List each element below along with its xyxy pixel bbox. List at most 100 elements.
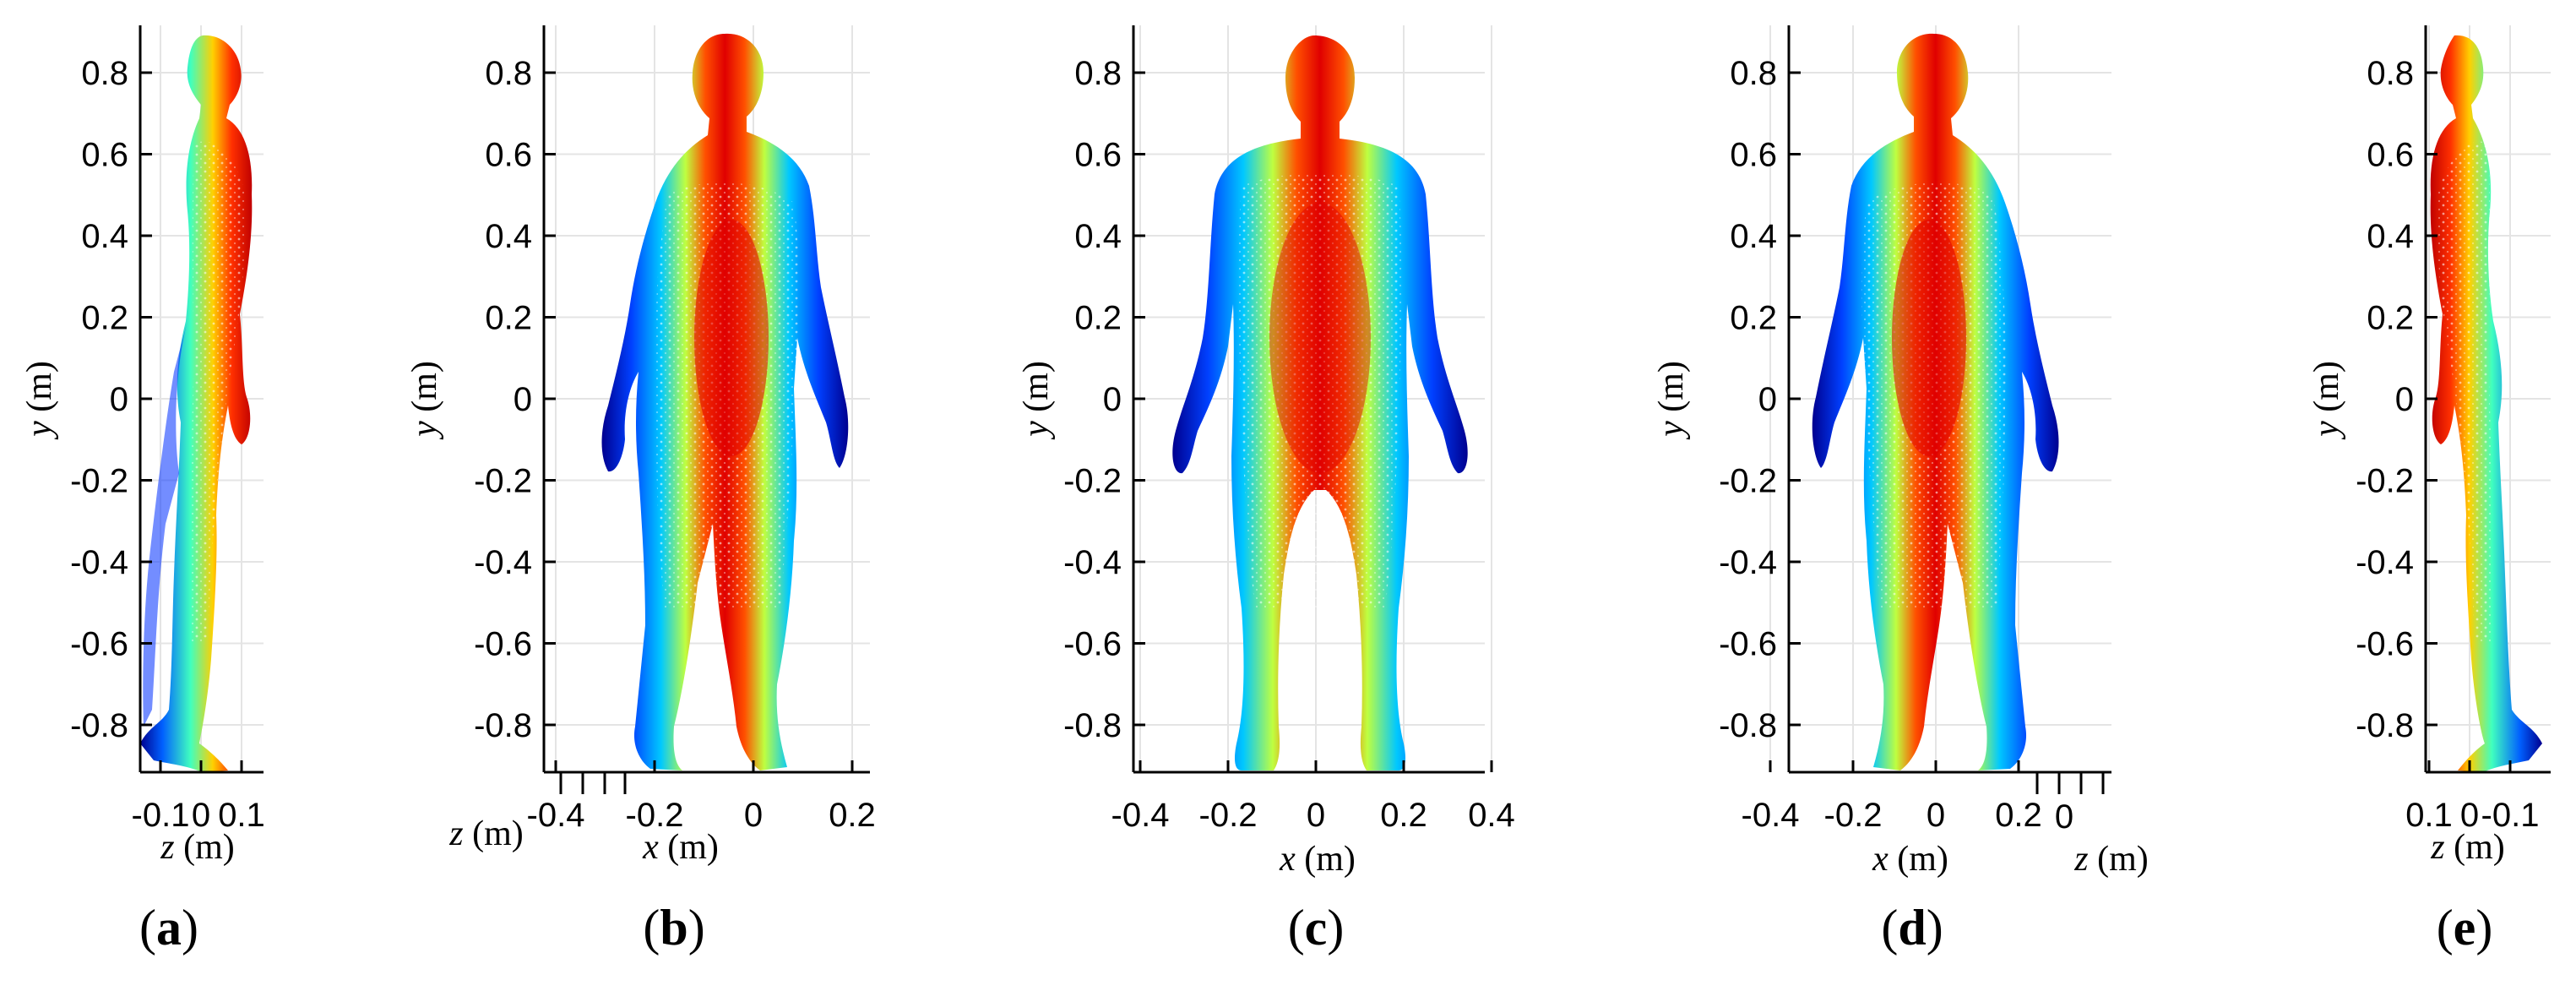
panel-d-ytick-label: -0.2 [1719, 463, 1777, 500]
panel-c-xtick-label: -0.4 [1111, 797, 1170, 834]
panel-b-xtick-label: -0.2 [626, 797, 684, 834]
panel-b-xtick-label: 0 [744, 797, 763, 834]
panel-b-yticks: 0.8 0.6 0.4 0.2 0 -0.2 -0.4 -0.6 -0.8 [474, 55, 556, 744]
panel-e-ytick-label: 0.2 [2367, 300, 2414, 337]
panel-a-yticks: 0.8 0.6 0.4 0.2 0 -0.2 -0.4 -0.6 -0.8 [70, 55, 152, 744]
panel-b-xtick-label: 0.2 [829, 797, 876, 834]
panel-d-ytick-label: -0.6 [1719, 626, 1777, 663]
panel-c-ylabel: y (m) [1017, 361, 1056, 440]
panel-e-xlabel: z (m) [2430, 828, 2505, 867]
panel-d-xtick-label: -0.2 [1824, 797, 1883, 834]
panel-c-ytick-label: -0.8 [1063, 707, 1122, 744]
panel-a-tag: (a) [139, 900, 198, 956]
panel-e-body [2430, 35, 2542, 772]
panel-d-ytick-label: 0.2 [1730, 300, 1777, 337]
panel-b-xlabel: x (m) [642, 828, 719, 867]
panel-d-body [1812, 33, 2059, 770]
panel-d-ylabel: y (m) [1652, 361, 1691, 440]
panel-c-ytick-label: 0.2 [1074, 300, 1122, 337]
panel-a-ytick-label: -0.6 [70, 626, 128, 663]
panel-a-xlabel: z (m) [160, 828, 235, 867]
panel-d-xtick-label: 0 [1927, 797, 1945, 834]
panel-b-ylabel: y (m) [405, 361, 444, 440]
panel-e-xtick-label: 0.1 [2405, 797, 2453, 834]
panel-e-yticks: 0.8 0.6 0.4 0.2 0 -0.2 -0.4 -0.6 -0.8 [2356, 55, 2437, 744]
panel-c-ytick-label: 0.4 [1074, 218, 1122, 255]
panel-c-ytick-label: -0.2 [1063, 463, 1122, 500]
panel-e-ytick-label: -0.4 [2356, 544, 2414, 581]
panel-b-ytick-label: 0.6 [485, 137, 532, 174]
panel-d-ytick-label: -0.4 [1719, 544, 1777, 581]
panel-a-ytick-label: 0.2 [81, 300, 128, 337]
panel-d-tag: (d) [1881, 900, 1943, 956]
panel-d-ytick-label: -0.8 [1719, 707, 1777, 744]
panel-c-xlabel: x (m) [1279, 840, 1356, 879]
panel-c-yticks: 0.8 0.6 0.4 0.2 0 -0.2 -0.4 -0.6 -0.8 [1063, 55, 1145, 744]
panel-a-ylabel: y (m) [20, 361, 59, 440]
panel-e-ytick-label: -0.2 [2356, 463, 2414, 500]
panel-e-xtick-label: -0.1 [2481, 797, 2540, 834]
panel-e: 0.80.60.40.20-0.2-0.4-0.6-0.8 0.1 0 -0.1 y… [2307, 25, 2551, 956]
panel-d-zlabel: z (m) [2073, 840, 2149, 879]
panel-c-xtick-label: 0.4 [1468, 797, 1515, 834]
panel-d: 0.80.60.40.20-0.2-0.4-0.6-0.8 -0.4 -0.2 0 0… [1652, 25, 2149, 956]
panel-e-tag: (e) [2437, 900, 2493, 956]
panel-b-ytick-label: 0.4 [485, 218, 532, 255]
panel-a-ytick-label: 0.8 [81, 55, 128, 92]
panel-b-ytick-label: -0.8 [474, 707, 532, 744]
panel-b-zticks [559, 772, 627, 794]
panel-e-xtick-label: 0 [2460, 797, 2479, 834]
panel-b-xticks: -0.4 -0.2 0 0.2 [527, 760, 876, 834]
panel-c-body [1172, 35, 1468, 770]
panel-e-ytick-label: 0 [2395, 381, 2414, 418]
panel-d-ytick-label: 0.8 [1730, 55, 1777, 92]
panel-d-xlabel: x (m) [1872, 840, 1948, 879]
panel-b-ytick-label: 0 [514, 381, 532, 418]
panel-b-tag: (b) [643, 900, 704, 956]
panel-a-ytick-label: -0.4 [70, 544, 128, 581]
panel-e-ytick-label: 0.8 [2367, 55, 2414, 92]
panel-b-body [601, 33, 849, 770]
panel-b-ytick-label: -0.6 [474, 626, 532, 663]
panel-b-ytick-label: 0.2 [485, 300, 532, 337]
panel-a-xticks: -0.1 0 0.1 [132, 760, 265, 834]
panel-a-ytick-label: 0.6 [81, 137, 128, 174]
panel-c-ytick-label: -0.4 [1063, 544, 1122, 581]
panel-e-ytick-label: -0.8 [2356, 707, 2414, 744]
panel-d-ytick-label: 0.6 [1730, 137, 1777, 174]
panel-a: 0.80.60.40.20-0.2-0.4-0.6-0.8 -0.1 0 0.1 y… [20, 25, 265, 956]
panel-e-xticks: 0.1 0 -0.1 [2405, 760, 2539, 834]
panel-b-ytick-label: 0.8 [485, 55, 532, 92]
panel-c-xtick-label: -0.2 [1199, 797, 1258, 834]
panel-d-ytick-label: 0.4 [1730, 218, 1777, 255]
panel-b-zlabel: z (m) [448, 814, 524, 853]
panel-b-xtick-label: -0.4 [527, 797, 585, 834]
panel-c-ytick-label: 0 [1103, 381, 1122, 418]
panel-c-ytick-label: 0.8 [1074, 55, 1122, 92]
panel-d-zticks [2035, 772, 2105, 794]
panel-c-ytick-label: -0.6 [1063, 626, 1122, 663]
panel-c-xticks: -0.4 -0.2 0 0.2 0.4 [1111, 760, 1515, 834]
panel-b-ytick-label: -0.4 [474, 544, 532, 581]
panel-a-ytick-label: 0 [110, 381, 128, 418]
panel-d-yticks: 0.8 0.6 0.4 0.2 0 -0.2 -0.4 -0.6 -0.8 [1719, 55, 1801, 744]
panel-d-xtick-label: 0.2 [1995, 797, 2042, 834]
panel-a-body [140, 35, 253, 772]
panel-e-ytick-label: 0.4 [2367, 218, 2414, 255]
panel-d-xtick-label: -0.4 [1742, 797, 1800, 834]
panel-a-ytick-label: -0.2 [70, 463, 128, 500]
panel-b: 0.8 0.6 0.4 0.2 0 -0.2 -0.4 -0.6 -0.8 -0.4 -0.2 0 0… [405, 25, 876, 956]
panel-a-ytick-label: -0.8 [70, 707, 128, 744]
panel-a-xtick-label: -0.1 [132, 797, 190, 834]
panel-d-ytick-label: 0 [1758, 381, 1777, 418]
panel-d-ztick-0: 0 [2055, 798, 2073, 836]
panel-c-ytick-label: 0.6 [1074, 137, 1122, 174]
panel-e-ylabel: y (m) [2307, 361, 2346, 440]
panel-c-xtick-label: 0 [1307, 797, 1325, 834]
panel-e-ytick-label: 0.6 [2367, 137, 2414, 174]
panel-c-xtick-label: 0.2 [1380, 797, 1427, 834]
panel-a-xtick-label: 0 [192, 797, 210, 834]
panel-c: 0.80.60.40.20-0.2-0.4-0.6-0.8 -0.4 -0.2 0 0… [1017, 25, 1515, 956]
panel-d-xticks: -0.4 -0.2 0 0.2 [1742, 760, 2042, 834]
